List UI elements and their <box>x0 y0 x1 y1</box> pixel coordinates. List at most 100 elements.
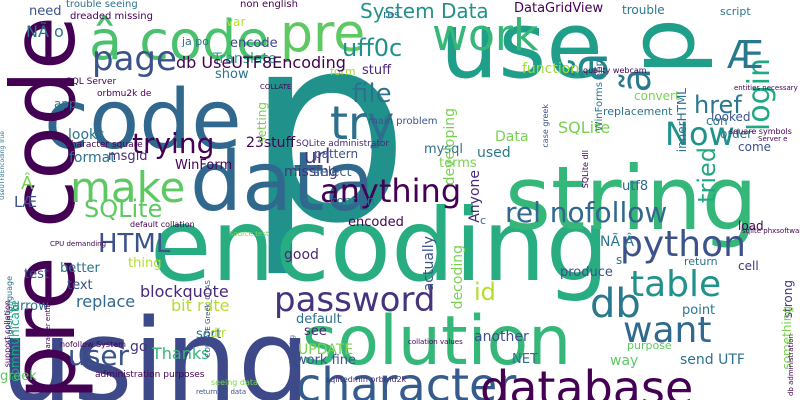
word-stuff: stuff <box>362 63 392 78</box>
word-make: make <box>70 163 186 212</box>
word-html: HTML <box>98 229 171 259</box>
word-useutf8encoding-true: UseUTF8Encoding True <box>0 131 6 200</box>
word-trying: trying <box>132 127 215 160</box>
word-work: work <box>432 10 539 61</box>
word-a-code: â code <box>89 9 270 72</box>
word-sqlitedmin-orbmu2k: sqlitedmin orbmu2k <box>326 375 407 384</box>
word-a: Â <box>21 173 34 194</box>
word-pre: pre <box>280 4 366 64</box>
word-produce: produce <box>560 265 613 280</box>
word-case-greek: case greek <box>541 104 550 148</box>
word-test: test <box>24 267 49 282</box>
word-dir: dir <box>210 326 226 340</box>
word-encode: encode <box>230 36 278 51</box>
word-better: better <box>60 261 100 276</box>
word-na-o: NÃ o <box>26 22 64 41</box>
word-res: res <box>383 8 400 21</box>
word-function: function <box>522 61 580 77</box>
word-c: c <box>480 214 487 227</box>
word-use: use <box>440 0 603 99</box>
word-bit-rate: bit rate <box>171 296 230 315</box>
word-p: p <box>245 0 411 281</box>
word-trouble: trouble <box>622 3 665 17</box>
word-winform: WinForm <box>175 158 233 173</box>
word-tried: tried <box>693 147 721 203</box>
word-href: href <box>694 91 742 119</box>
word-sort: sort <box>196 327 222 342</box>
word-developing: developing <box>442 108 458 186</box>
word-want: want <box>623 310 712 351</box>
word-actually: actually <box>421 236 437 292</box>
word-decoding: decoding <box>450 245 466 310</box>
word-net: NET <box>512 352 538 367</box>
word-l: LÆ <box>14 193 37 211</box>
word-mysql: mysql <box>424 142 463 157</box>
word-encoded: encoded <box>348 215 404 230</box>
word-see: see <box>304 324 327 339</box>
word-collation-values: collation values <box>408 338 463 346</box>
word-url: url <box>304 144 331 168</box>
word-returning-data: returning data <box>196 388 247 396</box>
word-looks: looks <box>68 127 105 143</box>
word-pattern: pattern <box>314 147 359 161</box>
word-server-e: Server e <box>758 135 788 143</box>
word-rel-nofollow: rel nofollow <box>505 196 668 229</box>
word-arrow: arrow <box>12 299 49 314</box>
word-db: db <box>590 281 641 327</box>
word-cell: cell <box>738 259 759 273</box>
word-user: user <box>68 339 130 372</box>
word-solution: solution <box>302 302 572 381</box>
word-uff0c: uff0c <box>342 34 403 62</box>
word-character-square: character square <box>66 140 143 150</box>
word-missing: missing <box>284 164 338 180</box>
word-sql-server: SQL Server <box>66 77 117 87</box>
word-blockquote: blockquote <box>140 282 229 301</box>
word-nofollow-system: nofollow System <box>60 340 126 349</box>
word-s: s <box>616 253 623 267</box>
word-encoding: encoding <box>150 187 610 304</box>
word-square-symbols: square symbols <box>729 127 792 136</box>
word-form: form <box>330 65 356 78</box>
word-sqlite: SQLite <box>84 195 163 223</box>
word-update: UPDATE <box>298 342 354 358</box>
word-used: used <box>477 145 511 161</box>
word-need: need <box>29 4 62 19</box>
word-administration-purposes: administration purposes <box>95 370 205 380</box>
word-seeing-data: seeing data <box>211 378 258 387</box>
word-var: var <box>226 15 246 29</box>
word-utf8: utf8 <box>622 179 649 194</box>
word-translate: Translate <box>213 51 277 67</box>
word-system-data: System Data <box>360 0 489 23</box>
word-source-test: Source test <box>229 230 269 238</box>
word-file: file <box>352 79 392 109</box>
word-entities-necessary: entities necessary <box>734 84 798 92</box>
word-load: load <box>738 219 764 233</box>
word-point: point <box>682 303 716 318</box>
word-script: script <box>720 5 751 18</box>
word-orbmu2k-de: orbmu2k de <box>97 89 152 99</box>
word-format: format <box>69 150 116 166</box>
word-database: database <box>480 361 694 400</box>
word-text: text <box>67 278 93 293</box>
word-na-a: NÃ Â <box>600 234 635 250</box>
word-way: way <box>610 353 639 369</box>
word-default-collation: default collation <box>130 220 195 229</box>
word-show: show <box>215 67 249 82</box>
word-now: Now <box>665 115 735 153</box>
word-string: string <box>505 147 758 250</box>
word-terms: terms <box>439 156 477 171</box>
word-send-utf: send UTF <box>680 352 745 368</box>
word-go: go <box>130 339 148 355</box>
word-collate-greek-ci-as: COLLATE Greek_CI_AS <box>204 280 212 358</box>
word-non-english: non english <box>240 0 298 10</box>
word-convert: convert <box>634 89 680 103</box>
word-datagridview: DataGridView <box>514 1 604 16</box>
word-looked: looked <box>711 110 751 124</box>
word-23stuff: 23stuff <box>246 135 296 151</box>
word-try: try <box>330 96 395 150</box>
word-db-administration: db administration <box>787 334 795 396</box>
word-app: app <box>54 97 77 111</box>
word-table: table <box>630 264 722 305</box>
word-python: python <box>620 224 746 265</box>
